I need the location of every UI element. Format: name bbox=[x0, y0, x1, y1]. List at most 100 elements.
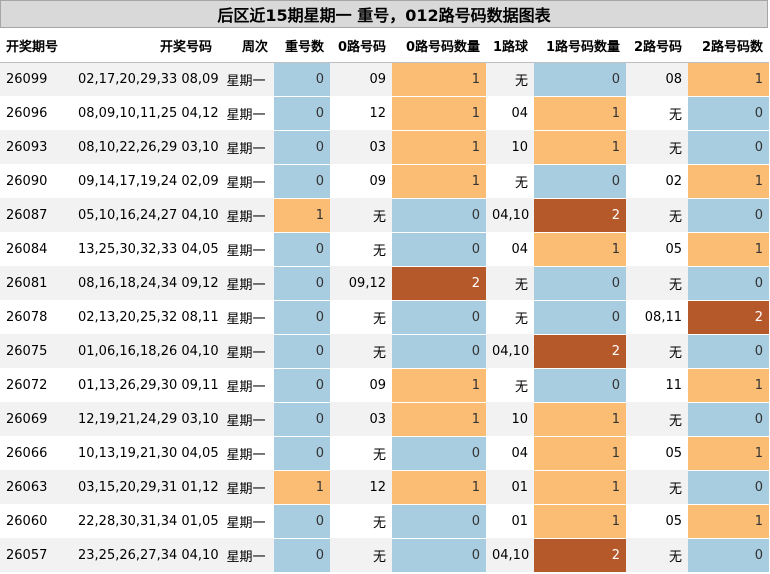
cell-weekday: 星期一 bbox=[218, 436, 274, 470]
cell-numbers: 02,13,20,25,32 08,11 bbox=[72, 300, 218, 334]
cell-road2-numbers: 无 bbox=[626, 130, 688, 164]
cell-road2-count: 1 bbox=[688, 62, 769, 97]
cell-numbers: 02,17,20,29,33 08,09 bbox=[72, 62, 218, 96]
cell-repeat-count: 0 bbox=[274, 266, 330, 301]
cell-road2-numbers: 05 bbox=[626, 504, 688, 538]
cell-road0-numbers: 无 bbox=[330, 300, 392, 334]
table-row: 26087 05,10,16,24,27 04,10 星期一 1 无 0 04,10 2 无 0 bbox=[0, 198, 769, 233]
cell-road2-numbers: 08 bbox=[626, 62, 688, 96]
cell-road0-count: 0 bbox=[392, 538, 486, 573]
table-row: 26090 09,14,17,19,24 02,09 星期一 0 09 1 无 0 02 1 bbox=[0, 164, 769, 199]
table-row: 26072 01,13,26,29,30 09,11 星期一 0 09 1 无 0 11 1 bbox=[0, 368, 769, 403]
cell-weekday: 星期一 bbox=[218, 538, 274, 572]
cell-road0-numbers: 09 bbox=[330, 62, 392, 96]
table-title: 后区近15期星期一 重号，012路号码数据图表 bbox=[0, 0, 768, 28]
cell-road0-count: 0 bbox=[392, 334, 486, 369]
cell-road0-count: 1 bbox=[392, 164, 486, 199]
header-row: 开奖期号 开奖号码 周次 重号数 0路号码 0路号码数量 1路球 1路号码数量 … bbox=[0, 29, 769, 63]
table-row: 26075 01,06,16,18,26 04,10 星期一 0 无 0 04,10 2 无 0 bbox=[0, 334, 769, 369]
cell-road0-numbers: 12 bbox=[330, 470, 392, 504]
cell-road2-numbers: 08,11 bbox=[626, 300, 688, 334]
cell-numbers: 08,16,18,24,34 09,12 bbox=[72, 266, 218, 300]
cell-road2-count: 0 bbox=[688, 402, 769, 437]
cell-road0-count: 1 bbox=[392, 368, 486, 403]
cell-numbers: 01,13,26,29,30 09,11 bbox=[72, 368, 218, 402]
cell-issue: 26066 bbox=[0, 436, 72, 470]
cell-road1-count: 1 bbox=[534, 130, 626, 165]
cell-road1-numbers: 无 bbox=[486, 300, 534, 334]
cell-road2-numbers: 无 bbox=[626, 470, 688, 504]
cell-road2-numbers: 无 bbox=[626, 96, 688, 130]
cell-weekday: 星期一 bbox=[218, 232, 274, 266]
cell-issue: 26060 bbox=[0, 504, 72, 538]
cell-road1-numbers: 无 bbox=[486, 368, 534, 402]
cell-road0-numbers: 无 bbox=[330, 436, 392, 470]
cell-road1-count: 2 bbox=[534, 198, 626, 233]
cell-road0-count: 0 bbox=[392, 232, 486, 267]
cell-numbers: 10,13,19,21,30 04,05 bbox=[72, 436, 218, 470]
cell-repeat-count: 0 bbox=[274, 504, 330, 539]
cell-issue: 26069 bbox=[0, 402, 72, 436]
header-numbers: 开奖号码 bbox=[72, 29, 218, 63]
cell-road1-count: 0 bbox=[534, 368, 626, 403]
cell-road1-numbers: 04 bbox=[486, 232, 534, 266]
cell-repeat-count: 0 bbox=[274, 436, 330, 471]
cell-road2-count: 0 bbox=[688, 334, 769, 369]
cell-road2-count: 1 bbox=[688, 504, 769, 539]
cell-road2-count: 2 bbox=[688, 300, 769, 335]
cell-road2-count: 0 bbox=[688, 266, 769, 301]
cell-road2-count: 1 bbox=[688, 164, 769, 199]
cell-weekday: 星期一 bbox=[218, 198, 274, 232]
table-row: 26066 10,13,19,21,30 04,05 星期一 0 无 0 04 1 05 1 bbox=[0, 436, 769, 471]
cell-road0-count: 1 bbox=[392, 470, 486, 505]
table-row: 26063 03,15,20,29,31 01,12 星期一 1 12 1 01 1 无 0 bbox=[0, 470, 769, 505]
cell-road2-numbers: 无 bbox=[626, 402, 688, 436]
cell-road0-count: 1 bbox=[392, 62, 486, 97]
cell-repeat-count: 0 bbox=[274, 62, 330, 97]
header-road0-count: 0路号码数量 bbox=[392, 29, 486, 63]
header-road0-numbers: 0路号码 bbox=[330, 29, 392, 63]
cell-road0-numbers: 无 bbox=[330, 504, 392, 538]
cell-weekday: 星期一 bbox=[218, 266, 274, 300]
cell-weekday: 星期一 bbox=[218, 368, 274, 402]
cell-numbers: 08,10,22,26,29 03,10 bbox=[72, 130, 218, 164]
cell-road2-count: 1 bbox=[688, 368, 769, 403]
cell-road0-count: 0 bbox=[392, 198, 486, 233]
table-row: 26060 22,28,30,31,34 01,05 星期一 0 无 0 01 1 05 1 bbox=[0, 504, 769, 539]
header-repeat-count: 重号数 bbox=[274, 29, 330, 63]
cell-issue: 26081 bbox=[0, 266, 72, 300]
table-header: 开奖期号 开奖号码 周次 重号数 0路号码 0路号码数量 1路球 1路号码数量 … bbox=[0, 29, 769, 63]
header-road1-numbers: 1路球 bbox=[486, 29, 534, 63]
cell-road2-count: 0 bbox=[688, 538, 769, 573]
cell-issue: 26090 bbox=[0, 164, 72, 198]
cell-issue: 26063 bbox=[0, 470, 72, 504]
cell-repeat-count: 1 bbox=[274, 198, 330, 233]
cell-road0-count: 1 bbox=[392, 402, 486, 437]
cell-road0-count: 2 bbox=[392, 266, 486, 301]
cell-numbers: 08,09,10,11,25 04,12 bbox=[72, 96, 218, 130]
cell-issue: 26087 bbox=[0, 198, 72, 232]
cell-issue: 26084 bbox=[0, 232, 72, 266]
table-row: 26084 13,25,30,32,33 04,05 星期一 0 无 0 04 1 05 1 bbox=[0, 232, 769, 267]
header-road2-count: 2路号码数 bbox=[688, 29, 769, 63]
cell-road2-numbers: 无 bbox=[626, 266, 688, 300]
cell-numbers: 09,14,17,19,24 02,09 bbox=[72, 164, 218, 198]
cell-repeat-count: 0 bbox=[274, 334, 330, 369]
cell-road1-count: 2 bbox=[534, 334, 626, 369]
table-row: 26078 02,13,20,25,32 08,11 星期一 0 无 0 无 0 08,11 2 bbox=[0, 300, 769, 335]
cell-numbers: 03,15,20,29,31 01,12 bbox=[72, 470, 218, 504]
header-road2-numbers: 2路号码 bbox=[626, 29, 688, 63]
cell-road1-count: 0 bbox=[534, 164, 626, 199]
cell-road1-numbers: 10 bbox=[486, 130, 534, 164]
cell-issue: 26096 bbox=[0, 96, 72, 130]
cell-road1-numbers: 04,10 bbox=[486, 198, 534, 232]
cell-road2-count: 1 bbox=[688, 232, 769, 267]
cell-weekday: 星期一 bbox=[218, 130, 274, 164]
cell-repeat-count: 0 bbox=[274, 232, 330, 267]
cell-road1-count: 1 bbox=[534, 504, 626, 539]
cell-numbers: 13,25,30,32,33 04,05 bbox=[72, 232, 218, 266]
cell-road1-numbers: 01 bbox=[486, 470, 534, 504]
cell-repeat-count: 1 bbox=[274, 470, 330, 505]
cell-road2-numbers: 02 bbox=[626, 164, 688, 198]
